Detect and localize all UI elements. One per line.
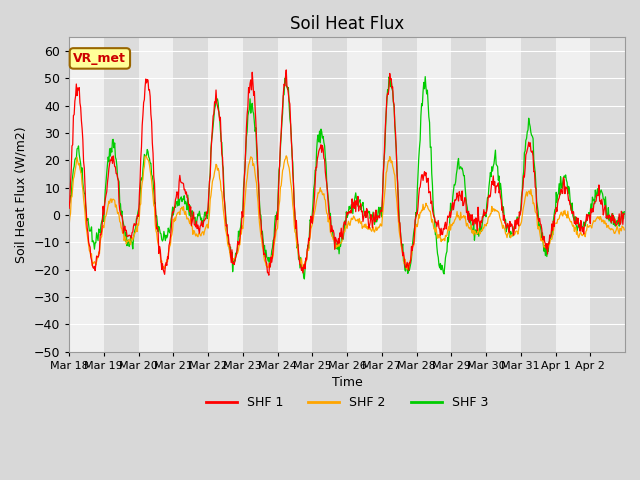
Bar xyxy=(486,37,521,351)
Bar xyxy=(243,37,278,351)
Legend: SHF 1, SHF 2, SHF 3: SHF 1, SHF 2, SHF 3 xyxy=(200,391,493,414)
X-axis label: Time: Time xyxy=(332,376,362,389)
Bar xyxy=(451,37,486,351)
Text: VR_met: VR_met xyxy=(74,52,126,65)
Bar xyxy=(139,37,173,351)
Bar xyxy=(208,37,243,351)
Bar xyxy=(278,37,312,351)
Bar xyxy=(347,37,382,351)
Bar xyxy=(417,37,451,351)
Bar xyxy=(590,37,625,351)
Bar xyxy=(382,37,417,351)
Y-axis label: Soil Heat Flux (W/m2): Soil Heat Flux (W/m2) xyxy=(15,126,28,263)
Bar xyxy=(104,37,139,351)
Bar xyxy=(173,37,208,351)
Bar xyxy=(556,37,590,351)
Bar xyxy=(521,37,556,351)
Bar xyxy=(312,37,347,351)
Title: Soil Heat Flux: Soil Heat Flux xyxy=(290,15,404,33)
Bar xyxy=(69,37,104,351)
